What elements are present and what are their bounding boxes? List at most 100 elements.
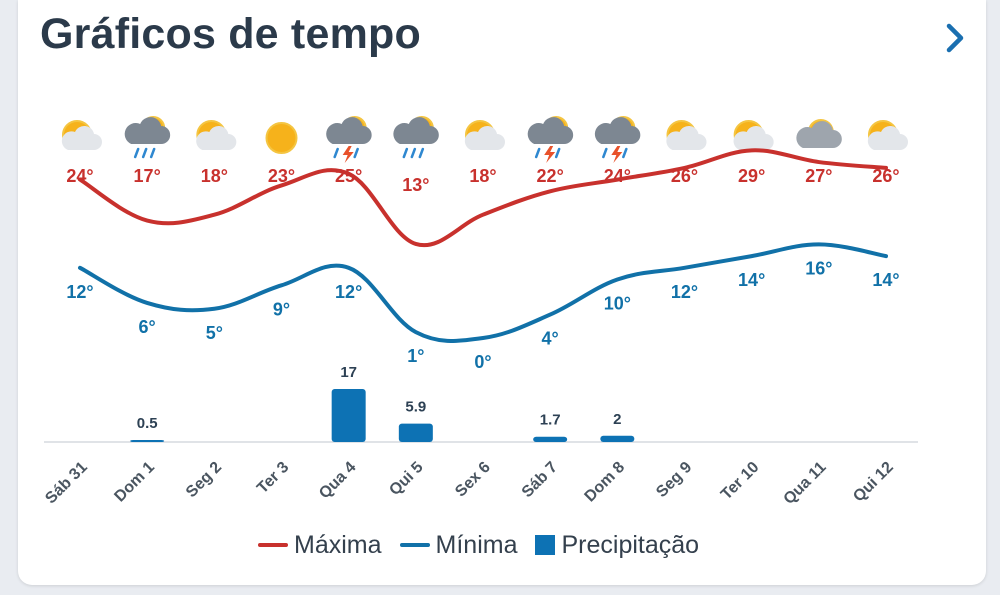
cloud-shape: [527, 117, 574, 144]
x-tick-label: Qui 5: [386, 459, 426, 499]
precip-bar: [398, 423, 433, 442]
legend-swatch-min: [399, 543, 430, 547]
x-tick-label: Sáb 7: [519, 459, 561, 501]
partly-sunny-icon: [666, 120, 707, 150]
cloud-shape: [61, 125, 102, 150]
min-temp-label: 16°: [805, 258, 832, 278]
max-temp-label: 26°: [872, 166, 899, 186]
x-tick-label: Seg 2: [183, 459, 225, 501]
rain-drop: [333, 147, 339, 159]
max-temp-label: 13°: [402, 175, 429, 195]
legend-item-min: Mínima: [399, 531, 517, 560]
legend-label-max: Máxima: [294, 530, 382, 559]
precip-label: 17: [340, 364, 357, 381]
weather-icon-row: [61, 116, 908, 163]
legend-item-precip: Precipitação: [535, 531, 699, 560]
cloud-shape: [124, 117, 171, 144]
min-temp-label: 12°: [671, 282, 698, 302]
max-temp-label: 26°: [671, 166, 698, 186]
page-title: Gráficos de tempo: [40, 10, 421, 58]
cloud-shape: [666, 125, 707, 150]
lightning-bolt: [611, 146, 623, 163]
rain-drop: [554, 147, 561, 159]
thunderstorm-icon: [326, 116, 372, 163]
rain-drop: [410, 147, 417, 159]
series-line-minima: [78, 242, 888, 344]
cloud-shape: [867, 125, 908, 150]
chevron-right-icon[interactable]: [938, 18, 972, 58]
max-temp-label: 23°: [268, 166, 295, 186]
x-tick-label: Qua 4: [316, 459, 360, 503]
max-temp-label: 17°: [134, 166, 161, 186]
min-temp-label: 5°: [206, 323, 223, 343]
cloud-shape: [594, 117, 641, 144]
rain-cloud-icon: [124, 116, 171, 159]
rain-drop: [418, 147, 425, 159]
x-tick-label: Sáb 31: [42, 459, 91, 508]
x-tick-label: Qua 11: [781, 459, 830, 508]
max-temp-label: 29°: [738, 166, 765, 186]
min-temp-label: 14°: [738, 270, 765, 290]
min-temp-label: 12°: [335, 282, 362, 302]
rain-drop: [141, 147, 148, 159]
thunderstorm-icon: [527, 116, 574, 163]
cloudy-icon: [796, 119, 842, 148]
max-temp-label: 18°: [201, 166, 228, 186]
partly-sunny-icon: [196, 120, 237, 150]
min-temp-label: 12°: [66, 282, 93, 302]
sunny-icon: [265, 122, 298, 154]
rain-drop: [353, 147, 359, 159]
max-temp-label: 25°: [335, 166, 362, 186]
min-temp-label: 10°: [604, 294, 631, 314]
partly-sunny-icon: [733, 120, 774, 150]
max-temp-label: 24°: [604, 166, 631, 186]
thunderstorm-icon: [594, 116, 641, 163]
rain-drop: [133, 147, 140, 159]
min-temp-label: 6°: [139, 317, 156, 337]
precip-label: 5.9: [405, 399, 426, 416]
min-temp-label: 0°: [474, 352, 491, 372]
rain-drop: [402, 147, 409, 159]
x-tick-label: Ter 3: [254, 459, 292, 497]
max-temp-label: 27°: [805, 166, 832, 186]
series-line-maxima: [78, 148, 888, 248]
lightning-bolt: [342, 146, 354, 163]
x-tick-label: Sex 6: [452, 459, 494, 501]
min-temp-label: 14°: [872, 270, 899, 290]
legend-swatch-max: [258, 543, 288, 547]
cloud-shape: [393, 117, 439, 144]
max-temp-label: 22°: [537, 166, 564, 186]
cloud-shape: [733, 125, 774, 150]
legend-item-max: Máxima: [258, 531, 382, 560]
partly-sunny-icon: [61, 120, 102, 150]
rain-cloud-icon: [393, 116, 439, 159]
rain-drop: [149, 147, 156, 159]
sun-shape: [265, 122, 298, 154]
partly-sunny-icon: [867, 120, 908, 150]
x-tick-label: Dom 8: [582, 459, 629, 506]
precip-label: 0.5: [137, 415, 158, 432]
cloud-shape: [326, 117, 372, 144]
precip-bar: [331, 389, 366, 442]
partly-sunny-icon: [464, 120, 505, 150]
legend-swatch-precip: [535, 535, 556, 555]
rain-drop: [602, 147, 608, 159]
precip-label: 2: [613, 411, 621, 428]
precip-bar: [130, 440, 165, 442]
max-temp-label: 18°: [469, 166, 496, 186]
legend-label-precip: Precipitação: [561, 530, 700, 559]
precip-bar: [600, 435, 635, 442]
cloud-shape: [464, 125, 505, 150]
min-temp-label: 1°: [407, 346, 424, 366]
max-temp-label: 24°: [66, 166, 93, 186]
chart-legend: Máxima Mínima Precipitação: [258, 528, 717, 562]
cloud-shape: [796, 121, 842, 148]
x-tick-label: Seg 9: [653, 459, 695, 501]
x-tick-label: Ter 10: [718, 459, 763, 504]
weather-charts-card: Gráficos de tempo: [18, 0, 986, 585]
x-tick-label: Dom 1: [111, 459, 158, 506]
precip-bar: [533, 436, 568, 442]
min-temp-label: 4°: [542, 329, 559, 349]
rain-drop: [622, 147, 628, 159]
